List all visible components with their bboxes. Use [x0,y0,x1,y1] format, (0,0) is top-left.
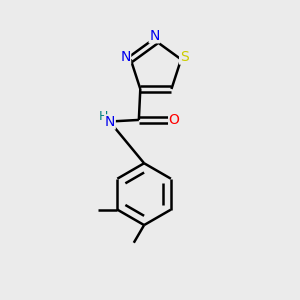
Text: N: N [120,50,130,64]
Text: O: O [169,113,180,127]
Text: S: S [180,50,188,64]
Text: N: N [149,29,160,43]
Text: N: N [105,115,115,129]
Text: H: H [99,110,108,123]
